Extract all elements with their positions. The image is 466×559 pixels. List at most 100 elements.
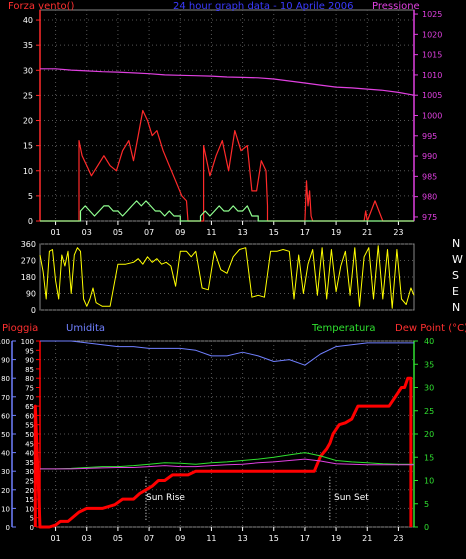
rain-y-tick-label: 10: [25, 505, 34, 513]
temperature-y-tick-label: 30: [424, 384, 434, 393]
rain-x-tick-label: 11: [206, 534, 216, 543]
rain-y-tick-label: 30: [25, 468, 34, 476]
rain-x-tick-label: 05: [113, 534, 123, 543]
humidity-y-tick-label: 60: [1, 412, 10, 420]
humidity-y-tick-label: 70: [1, 394, 10, 402]
humidity-y-tick-label: 30: [1, 468, 10, 476]
rain-y-tick-label: 50: [25, 431, 34, 439]
humidity-y-tick-label: 50: [1, 431, 10, 439]
rain-y-tick-label: 95: [25, 347, 34, 355]
rain-y-tick-label: 45: [25, 440, 34, 448]
rain-y-tick-label: 65: [25, 403, 34, 411]
sun-set-label: Sun Set: [334, 493, 369, 503]
wind-y-tick-label: 30: [23, 66, 33, 75]
wind-x-tick-label: 11: [206, 228, 216, 237]
pressure-y-tick-label: 995: [422, 132, 437, 141]
pressure-y-tick-label: 980: [422, 193, 437, 202]
wind-x-tick-label: 05: [113, 228, 123, 237]
temperature-y-tick-label: 15: [424, 453, 434, 462]
temperature-y-tick-label: 35: [424, 360, 434, 369]
humidity-y-tick-label: 40: [1, 450, 10, 458]
rain-y-tick-label: 70: [25, 394, 34, 402]
direction-series-line: [39, 245, 415, 309]
wind-x-tick-label: 07: [144, 228, 154, 237]
pressure-y-tick-label: 1015: [422, 51, 442, 60]
rain-x-tick-label: 07: [144, 534, 154, 543]
pressure-y-tick-label: 1025: [422, 10, 442, 19]
temperature-y-tick-label: 25: [424, 407, 434, 416]
pressure-y-tick-label: 985: [422, 172, 437, 181]
wind-x-tick-label: 21: [362, 228, 372, 237]
rain-y-tick-label: 0: [30, 524, 34, 532]
rain-x-tick-label: 21: [362, 534, 372, 543]
rain-x-tick-label: 03: [82, 534, 92, 543]
pressure-y-tick-label: 975: [422, 213, 437, 222]
wind-x-tick-label: 15: [269, 228, 279, 237]
dewpoint-series-line: [40, 458, 414, 470]
wind-y-tick-label: 35: [23, 41, 33, 50]
direction-y-tick-label: 0: [31, 306, 36, 315]
rain-x-tick-label: 19: [331, 534, 341, 543]
wind-y-tick-label: 0: [28, 217, 33, 226]
rain-axis-title: Pioggia: [2, 323, 39, 334]
rain-x-tick-label: 23: [393, 534, 403, 543]
humidity-y-tick-label: 90: [1, 357, 10, 365]
rain-x-tick-label: 13: [237, 534, 247, 543]
wind-y-tick-label: 20: [23, 117, 33, 126]
wind-base-series-line: [40, 200, 414, 222]
temperature-y-tick-label: 20: [424, 430, 434, 439]
wind-x-tick-label: 13: [237, 228, 247, 237]
compass-letter-s: S: [452, 269, 459, 282]
humidity-y-tick-label: 10: [1, 505, 10, 513]
wind-x-tick-label: 01: [50, 228, 60, 237]
rain-series-line: [33, 376, 413, 529]
sun-rise-label: Sun Rise: [146, 493, 185, 503]
rain-x-tick-label: 15: [269, 534, 279, 543]
temperature-y-tick-label: 0: [424, 523, 429, 532]
pressure-y-tick-label: 1005: [422, 91, 442, 100]
wind-x-tick-label: 03: [82, 228, 92, 237]
pressure-y-tick-label: 1020: [422, 30, 442, 39]
rain-x-tick-label: 17: [300, 534, 310, 543]
temperature-y-tick-label: 5: [424, 500, 429, 509]
dewpoint-axis-title: Dew Point (°C): [395, 323, 466, 334]
temperature-series-line: [40, 452, 414, 470]
humidity-y-tick-label: 100: [0, 338, 10, 346]
pressure-y-tick-label: 990: [422, 152, 437, 161]
wind-y-tick-label: 25: [23, 91, 33, 100]
wind-y-tick-label: 10: [23, 167, 33, 176]
wind-x-tick-label: 23: [393, 228, 403, 237]
direction-y-tick-label: 180: [21, 273, 36, 282]
compass-letter-n2: N: [452, 301, 461, 314]
rain-y-tick-label: 90: [25, 357, 34, 365]
temperature-y-tick-label: 40: [424, 337, 434, 346]
humidity-series-line: [40, 340, 414, 366]
pressure-y-tick-label: 1000: [422, 112, 442, 121]
wind-series-line: [40, 109, 414, 222]
humidity-axis-title: Umidita: [66, 323, 106, 334]
wind-y-tick-label: 15: [23, 142, 33, 151]
direction-y-tick-label: 270: [21, 257, 36, 266]
wind-x-tick-label: 17: [300, 228, 310, 237]
rain-x-tick-label: 01: [50, 534, 60, 543]
humidity-y-tick-label: 20: [1, 487, 10, 495]
wind-panel-frame: [39, 9, 415, 222]
humidity-y-tick-label: 80: [1, 375, 10, 383]
compass-letter-e: E: [452, 285, 459, 298]
rain-y-tick-label: 35: [25, 459, 34, 467]
compass-letter-n: N: [452, 237, 461, 250]
wind-x-tick-label: 09: [175, 228, 185, 237]
rain-y-tick-label: 25: [25, 478, 34, 486]
chart-title: 24 hour graph data - 10 Aprile 2006: [173, 1, 354, 12]
wind-x-tick-label: 19: [331, 228, 341, 237]
rain-y-tick-label: 20: [25, 487, 34, 495]
temperature-y-tick-label: 10: [424, 477, 434, 486]
rain-y-tick-label: 15: [25, 496, 34, 504]
wind-axis-title: Forza vento(): [8, 1, 75, 12]
rain-y-tick-label: 85: [25, 366, 34, 374]
wind-y-tick-label: 40: [23, 16, 33, 25]
compass-letter-w: W: [452, 253, 463, 266]
rain-y-tick-label: 100: [21, 338, 34, 346]
